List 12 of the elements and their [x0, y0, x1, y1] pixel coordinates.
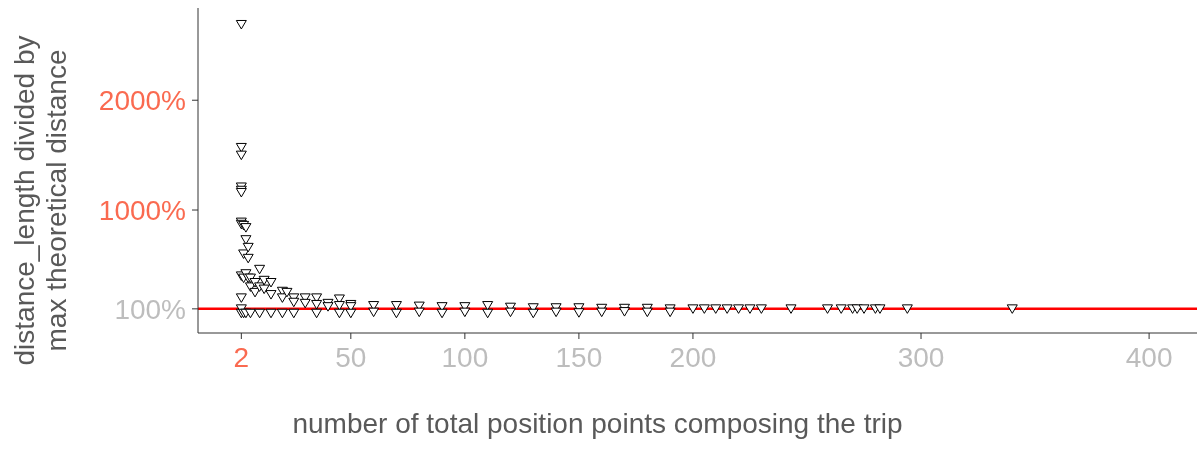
x-axis-title: number of total position points composing the trip [292, 408, 903, 439]
y-tick-label: 100% [114, 293, 186, 325]
x-tick-label: 150 [555, 342, 603, 373]
x-tick-label: 100 [441, 342, 489, 373]
x-tick-label: 200 [669, 342, 717, 373]
x-tick-label: 400 [1125, 342, 1173, 373]
y-tick-label: 1000% [98, 195, 186, 227]
x-tick-label: 50 [335, 342, 367, 373]
x-tick-label: 300 [897, 342, 945, 373]
x-tick-label: 2 [233, 342, 250, 373]
y-tick-label: 2000% [98, 85, 186, 117]
y-axis-title: distance_length divided by max theoretical distance [9, 35, 72, 366]
